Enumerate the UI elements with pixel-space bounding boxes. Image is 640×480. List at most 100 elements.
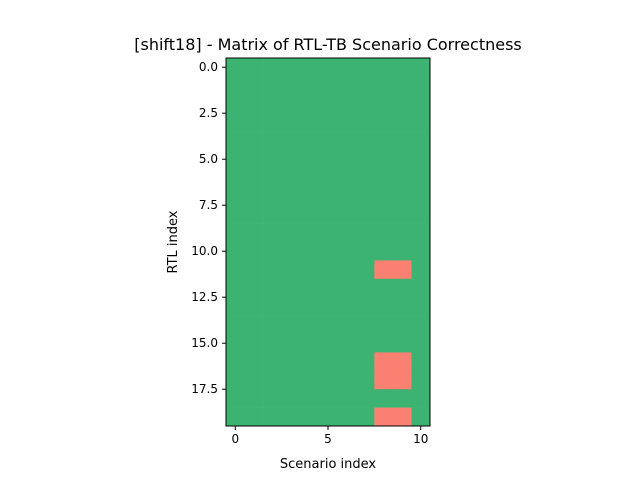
heatmap-cell-r6-c4 — [300, 168, 320, 188]
heatmap-cell-r18-c0 — [226, 389, 245, 408]
heatmap-cell-r8-c3 — [281, 205, 301, 224]
heatmap-cell-r15-c0 — [226, 334, 245, 353]
x-tick-label: 0 — [231, 432, 239, 446]
heatmap-cell-r0-c0 — [226, 58, 245, 77]
heatmap-cell-r0-c4 — [300, 58, 320, 77]
heatmap-cell-r12-c7 — [355, 278, 375, 298]
heatmap-cell-r10-c7 — [355, 242, 375, 261]
heatmap-cell-r3-c1 — [244, 113, 264, 132]
heatmap-cell-r3-c7 — [355, 113, 375, 132]
heatmap-cell-r10-c10 — [411, 242, 431, 261]
heatmap-cell-r4-c4 — [300, 131, 320, 151]
heatmap-cell-r12-c4 — [300, 278, 320, 298]
heatmap-cell-r8-c2 — [263, 205, 282, 224]
heatmap-cell-r19-c1 — [244, 407, 264, 427]
heatmap-cell-r13-c0 — [226, 297, 245, 316]
heatmap-cell-r15-c5 — [318, 334, 338, 353]
heatmap-cell-r19-c2 — [263, 407, 282, 427]
heatmap-cell-r10-c4 — [300, 242, 320, 261]
heatmap-cell-r14-c5 — [318, 315, 338, 335]
heatmap-cell-r18-c7 — [355, 389, 375, 408]
heatmap-cell-r9-c0 — [226, 223, 245, 243]
heatmap-cell-r2-c0 — [226, 94, 245, 114]
heatmap-cell-r18-c9 — [392, 389, 412, 408]
heatmap-cell-r7-c0 — [226, 186, 245, 206]
heatmap-cell-r12-c8 — [374, 278, 394, 298]
heatmap-cell-r19-c7 — [355, 407, 375, 427]
heatmap-cell-r17-c10 — [411, 370, 431, 390]
heatmap-cell-r5-c0 — [226, 150, 245, 169]
heatmap-cell-r16-c1 — [244, 352, 264, 372]
heatmap-cell-r18-c5 — [318, 389, 338, 408]
heatmap-cell-r3-c9 — [392, 113, 412, 132]
heatmap-cell-r19-c8 — [374, 407, 394, 427]
heatmap-cell-r5-c2 — [263, 150, 282, 169]
heatmap-cell-r1-c9 — [392, 76, 412, 96]
heatmap-cell-r2-c8 — [374, 94, 394, 114]
heatmap-cell-r12-c3 — [281, 278, 301, 298]
heatmap-cell-r12-c6 — [337, 278, 357, 298]
heatmap-cell-r8-c6 — [337, 205, 357, 224]
heatmap-cell-r4-c3 — [281, 131, 301, 151]
heatmap-cell-r6-c1 — [244, 168, 264, 188]
heatmap-cell-r5-c3 — [281, 150, 301, 169]
heatmap-cell-r0-c1 — [244, 58, 264, 77]
heatmap-cell-r9-c4 — [300, 223, 320, 243]
heatmap-cell-r13-c2 — [263, 297, 282, 316]
y-tick-label: 5.0 — [199, 152, 218, 166]
heatmap-cell-r5-c5 — [318, 150, 338, 169]
heatmap-cell-r4-c5 — [318, 131, 338, 151]
heatmap-cell-r10-c2 — [263, 242, 282, 261]
heatmap-cell-r7-c9 — [392, 186, 412, 206]
heatmap-cell-r2-c10 — [411, 94, 431, 114]
heatmap-cell-r0-c6 — [337, 58, 357, 77]
chart-title: [shift18] - Matrix of RTL-TB Scenario Co… — [134, 35, 522, 54]
heatmap-cell-r9-c3 — [281, 223, 301, 243]
heatmap-cell-r11-c1 — [244, 260, 264, 280]
heatmap-cells — [226, 58, 431, 427]
heatmap-cell-r5-c1 — [244, 150, 264, 169]
heatmap-cell-r0-c5 — [318, 58, 338, 77]
heatmap-cell-r9-c1 — [244, 223, 264, 243]
x-axis-label: Scenario index — [280, 457, 377, 472]
heatmap-cell-r12-c0 — [226, 278, 245, 298]
heatmap-cell-r19-c9 — [392, 407, 412, 427]
x-tick-label: 10 — [413, 432, 428, 446]
heatmap-cell-r9-c9 — [392, 223, 412, 243]
heatmap-cell-r6-c9 — [392, 168, 412, 188]
heatmap-cell-r1-c4 — [300, 76, 320, 96]
heatmap-cell-r8-c0 — [226, 205, 245, 224]
heatmap-cell-r0-c8 — [374, 58, 394, 77]
heatmap-cell-r7-c7 — [355, 186, 375, 206]
heatmap-cell-r2-c7 — [355, 94, 375, 114]
heatmap-cell-r18-c8 — [374, 389, 394, 408]
heatmap-cell-r6-c5 — [318, 168, 338, 188]
heatmap-cell-r9-c8 — [374, 223, 394, 243]
y-tick-label: 7.5 — [199, 198, 218, 212]
heatmap-cell-r17-c8 — [374, 370, 394, 390]
heatmap-cell-r3-c10 — [411, 113, 431, 132]
heatmap-cell-r13-c6 — [337, 297, 357, 316]
heatmap-cell-r7-c6 — [337, 186, 357, 206]
heatmap-cell-r8-c8 — [374, 205, 394, 224]
heatmap-cell-r3-c6 — [337, 113, 357, 132]
x-axis-ticks: 0 5 10 — [231, 426, 428, 446]
heatmap-cell-r13-c9 — [392, 297, 412, 316]
heatmap-cell-r8-c9 — [392, 205, 412, 224]
heatmap-cell-r16-c7 — [355, 352, 375, 372]
heatmap-cell-r14-c3 — [281, 315, 301, 335]
y-tick-label: 12.5 — [191, 290, 218, 304]
heatmap-cell-r13-c8 — [374, 297, 394, 316]
heatmap-cell-r14-c10 — [411, 315, 431, 335]
heatmap-cell-r4-c0 — [226, 131, 245, 151]
heatmap-cell-r4-c7 — [355, 131, 375, 151]
heatmap-cell-r1-c6 — [337, 76, 357, 96]
heatmap-cell-r19-c5 — [318, 407, 338, 427]
heatmap-cell-r17-c9 — [392, 370, 412, 390]
heatmap-cell-r1-c2 — [263, 76, 282, 96]
heatmap-cell-r17-c2 — [263, 370, 282, 390]
heatmap-cell-r10-c0 — [226, 242, 245, 261]
heatmap-cell-r11-c10 — [411, 260, 431, 280]
heatmap-cell-r1-c8 — [374, 76, 394, 96]
